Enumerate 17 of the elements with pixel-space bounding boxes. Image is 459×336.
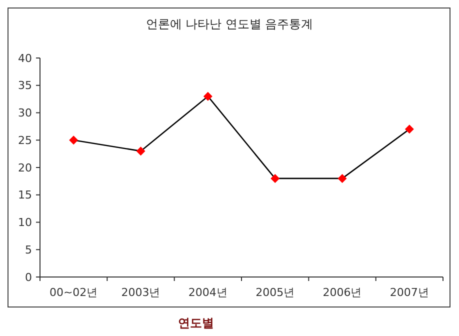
y-tick-label: 0 <box>25 270 32 284</box>
x-axis-title: 연도별 <box>178 316 214 330</box>
x-tick-label: 2005년 <box>256 286 295 299</box>
y-tick-label: 30 <box>18 106 32 120</box>
y-tick-label: 15 <box>18 188 32 202</box>
y-tick-label: 40 <box>18 52 32 65</box>
y-tick-label: 5 <box>25 243 32 256</box>
chart-title: 언론에 나타난 연도별 음주통계 <box>146 17 314 31</box>
x-tick-label: 2006년 <box>322 286 362 299</box>
y-tick-label: 35 <box>18 79 32 92</box>
y-tick-label: 20 <box>18 161 32 174</box>
y-tick-label: 25 <box>18 134 32 147</box>
x-tick-label: 2004년 <box>188 286 228 299</box>
x-tick-label: 00~02년 <box>49 286 98 299</box>
x-tick-label: 2007년 <box>390 286 429 299</box>
y-tick-label: 10 <box>18 216 32 230</box>
x-tick-label: 2003년 <box>121 286 160 299</box>
